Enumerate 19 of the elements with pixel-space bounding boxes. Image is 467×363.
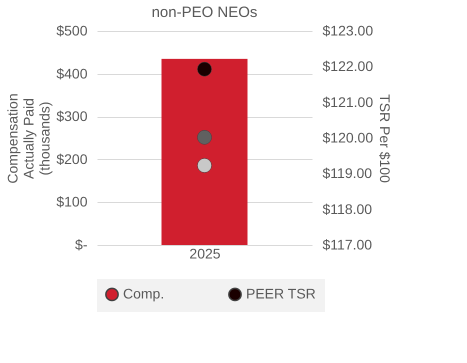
y-axis-title: Compensation Actually Paid (thousands) xyxy=(4,93,52,184)
legend-label: Comp. xyxy=(123,285,164,302)
legend-label: PEER TSR xyxy=(246,285,316,302)
y2-tick-label: $122.00 xyxy=(322,58,374,74)
y-tick-label: $100 xyxy=(56,194,88,210)
chart-title: non-PEO NEOs xyxy=(152,4,258,21)
x-tick-label: 2025 xyxy=(189,246,221,262)
y-tick-label: $200 xyxy=(56,150,88,167)
y2-tick-label: $120.00 xyxy=(322,130,374,146)
y-tick-label: $- xyxy=(75,236,88,252)
y2-tick-label: $117.00 xyxy=(322,236,372,252)
y2-tick-label: $118.00 xyxy=(322,200,372,217)
y2-axis-title: TSR Per $100 xyxy=(377,94,394,184)
y-tick-label: $500 xyxy=(56,22,88,38)
y2-tick-label: $121.00 xyxy=(322,94,374,110)
y2-tick-label: $119.00 xyxy=(322,165,372,182)
y-tick-label: $300 xyxy=(56,108,88,124)
y-tick-label: $400 xyxy=(56,65,88,82)
y2-tick-label: $123.00 xyxy=(322,22,374,38)
